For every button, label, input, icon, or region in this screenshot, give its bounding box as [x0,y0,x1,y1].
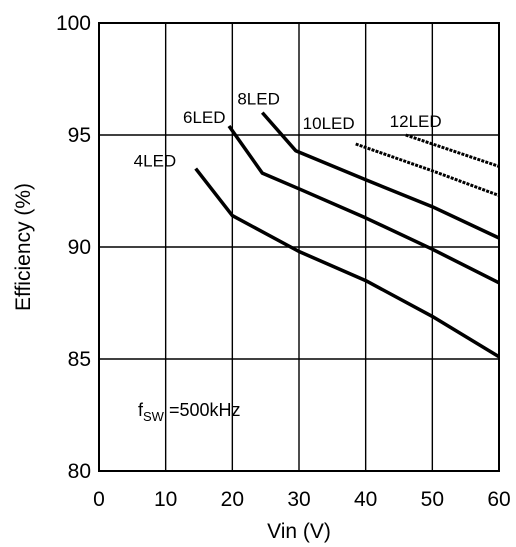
grid-layer [98,22,500,472]
y-tick-label: 95 [68,124,91,147]
x-tick-label: 50 [421,488,444,511]
series-line-10led [355,142,500,197]
x-tick-label: 0 [93,488,105,511]
y-tick-label: 85 [68,348,91,371]
x-tick-label: 30 [287,488,310,511]
series-line-12led [405,133,500,168]
x-tick-label: 20 [221,488,244,511]
y-tick-label: 100 [56,12,91,35]
plot-frame [98,22,500,472]
x-axis-label: Vin (V) [267,520,331,543]
series-layer: 4LED 6LED 8LED 10LED 12LED [134,90,500,359]
series-line-8led [260,111,500,240]
series-label-4led: 4LED [134,152,177,171]
x-tick-label: 10 [154,488,177,511]
switching-frequency-annotation: fSW =500kHz [138,400,241,424]
series-label-10led: 10LED [303,114,355,133]
series-label-12led: 12LED [390,112,442,131]
y-tick-label: 80 [68,460,91,483]
x-tick-label: 60 [487,488,510,511]
x-tick-label: 40 [354,488,377,511]
annotation-main: f [138,400,144,420]
annotation-subscript: SW [143,409,165,424]
y-axis-label: Efficiency (%) [12,183,35,311]
series-label-6led: 6LED [183,108,226,127]
series-line-6led [227,124,500,285]
y-tick-label: 90 [68,236,91,259]
series-line-4led [194,167,500,359]
tick-labels: 0 10 20 30 40 50 60 80 85 90 95 100 [56,12,511,511]
series-label-8led: 8LED [237,90,280,109]
annotation-value: =500kHz [164,400,241,420]
